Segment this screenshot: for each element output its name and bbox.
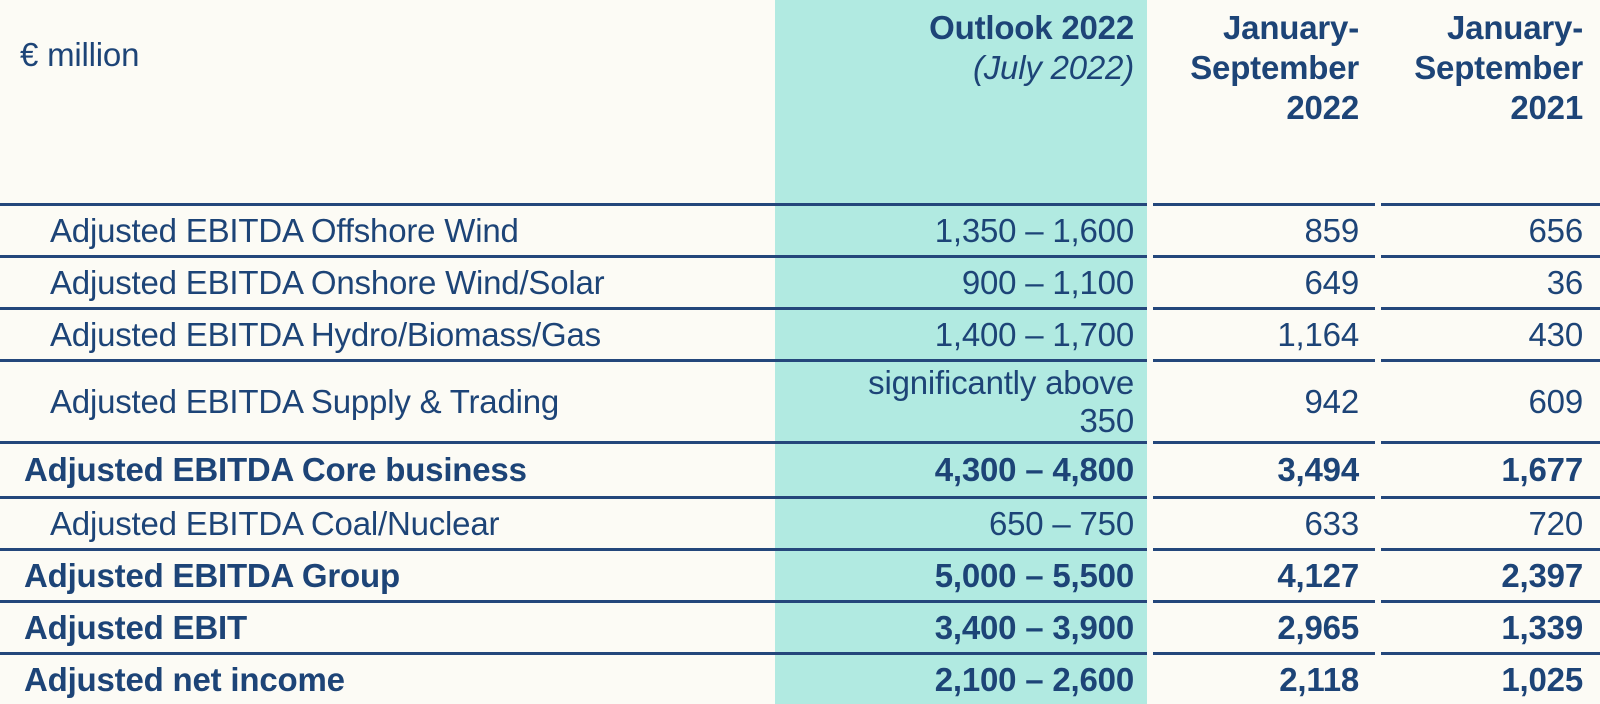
column-header-outlook: Outlook 2022 (July 2022) <box>775 0 1147 203</box>
row-label: Adjusted EBITDA Group <box>0 548 775 600</box>
outlook-value: 650 – 750 <box>775 496 1147 548</box>
outlook-column-subtitle: (July 2022) <box>972 49 1134 86</box>
jan-sep-2022-value: 1,164 <box>1153 307 1375 359</box>
row-label: Adjusted net income <box>0 652 775 704</box>
row-label: Adjusted EBITDA Onshore Wind/Solar <box>0 255 775 307</box>
jan-sep-2021-value: 1,339 <box>1381 600 1600 652</box>
jan-sep-2022-value: 633 <box>1153 496 1375 548</box>
table-row-onshore-wind-solar: Adjusted EBITDA Onshore Wind/Solar 900 –… <box>0 255 1600 307</box>
outlook-value: 1,400 – 1,700 <box>775 307 1147 359</box>
outlook-column-title: Outlook 2022 <box>929 9 1134 46</box>
table-row-adjusted-ebit: Adjusted EBIT 3,400 – 3,900 2,965 1,339 <box>0 600 1600 652</box>
table-row-coal-nuclear: Adjusted EBITDA Coal/Nuclear 650 – 750 6… <box>0 496 1600 548</box>
outlook-value: 1,350 – 1,600 <box>775 203 1147 255</box>
outlook-value: 2,100 – 2,600 <box>775 652 1147 704</box>
outlook-value: 3,400 – 3,900 <box>775 600 1147 652</box>
jan-sep-2022-value: 3,494 <box>1153 441 1375 496</box>
row-label: Adjusted EBITDA Core business <box>0 441 775 496</box>
table-row-hydro-biomass-gas: Adjusted EBITDA Hydro/Biomass/Gas 1,400 … <box>0 307 1600 359</box>
jan-sep-2021-value: 2,397 <box>1381 548 1600 600</box>
jan-sep-2021-value: 656 <box>1381 203 1600 255</box>
outlook-value: 900 – 1,100 <box>775 255 1147 307</box>
outlook-value: 5,000 – 5,500 <box>775 548 1147 600</box>
jan-sep-2021-value: 1,677 <box>1381 441 1600 496</box>
table-row-ebitda-group: Adjusted EBITDA Group 5,000 – 5,500 4,12… <box>0 548 1600 600</box>
jan-sep-2021-value: 36 <box>1381 255 1600 307</box>
jan-sep-2022-value: 649 <box>1153 255 1375 307</box>
jan-sep-2022-value: 2,965 <box>1153 600 1375 652</box>
jan-sep-2021-value: 1,025 <box>1381 652 1600 704</box>
jan-sep-2021-value: 720 <box>1381 496 1600 548</box>
column-header-jan-sep-2021: January- September 2021 <box>1414 9 1583 126</box>
outlook-value: 4,300 – 4,800 <box>775 441 1147 496</box>
unit-label: € million <box>20 36 140 73</box>
jan-sep-2022-value: 859 <box>1153 203 1375 255</box>
table-row-offshore-wind: Adjusted EBITDA Offshore Wind 1,350 – 1,… <box>0 203 1600 255</box>
outlook-value: significantly above 350 <box>775 359 1147 441</box>
table-row-core-business: Adjusted EBITDA Core business 4,300 – 4,… <box>0 441 1600 496</box>
table-header-row: € million Outlook 2022 (July 2022) Janua… <box>0 0 1600 203</box>
jan-sep-2022-value: 942 <box>1153 359 1375 441</box>
table-row-supply-trading: Adjusted EBITDA Supply & Trading signifi… <box>0 359 1600 441</box>
table-row-adjusted-net-income: Adjusted net income 2,100 – 2,600 2,118 … <box>0 652 1600 704</box>
row-label: Adjusted EBITDA Coal/Nuclear <box>0 496 775 548</box>
jan-sep-2022-value: 4,127 <box>1153 548 1375 600</box>
column-header-jan-sep-2022: January- September 2022 <box>1190 9 1359 126</box>
jan-sep-2022-value: 2,118 <box>1153 652 1375 704</box>
jan-sep-2021-value: 430 <box>1381 307 1600 359</box>
row-label: Adjusted EBITDA Hydro/Biomass/Gas <box>0 307 775 359</box>
row-label: Adjusted EBIT <box>0 600 775 652</box>
row-label: Adjusted EBITDA Offshore Wind <box>0 203 775 255</box>
jan-sep-2021-value: 609 <box>1381 359 1600 441</box>
row-label: Adjusted EBITDA Supply & Trading <box>0 359 775 441</box>
